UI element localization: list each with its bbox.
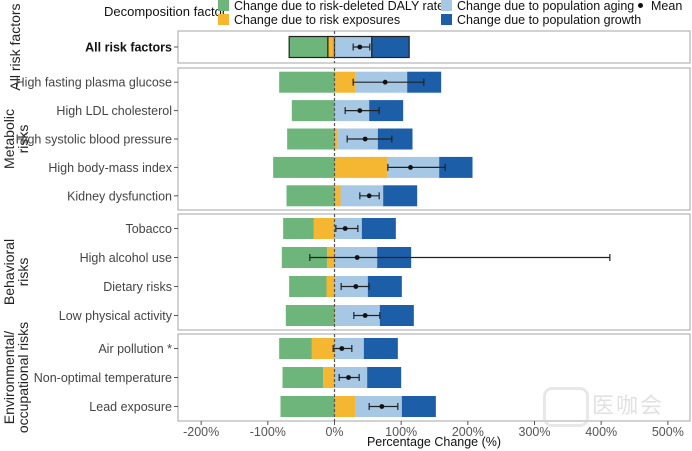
row-label: High LDL cholesterol	[56, 104, 172, 118]
mean-point	[382, 79, 388, 85]
legend-swatch-aging	[441, 0, 452, 11]
x-tick-label: 500%	[652, 425, 684, 439]
bar-segment-exposure	[334, 128, 338, 150]
x-tick-label: 0%	[325, 425, 343, 439]
legend-label-exposure: Change due to risk exposures	[234, 13, 401, 27]
bar-segment-exposure	[334, 156, 388, 178]
bar-segment-growth	[379, 305, 414, 326]
legend-label-mean: Mean	[651, 0, 683, 13]
watermark: 医咖会	[592, 393, 665, 418]
x-tick-label: 400%	[585, 425, 617, 439]
group-strip-label: All risk factors	[7, 3, 23, 90]
legend-item-rate: Change due to risk-deleted DALY rate	[218, 0, 444, 13]
bar-segment-exposure	[334, 71, 356, 93]
bar-segment-rate	[285, 305, 335, 326]
bar-segment-rate	[291, 100, 335, 122]
row-label: All risk factors	[85, 41, 172, 55]
mean-point	[354, 255, 360, 260]
legend-swatch-exposure	[218, 14, 229, 25]
legend-mean-dot-icon	[638, 3, 643, 8]
x-tick-label: 100%	[385, 425, 417, 439]
row-label: Dietary risks	[103, 280, 172, 294]
mean-point	[362, 313, 368, 318]
row-label: High fasting plasma glucose	[16, 76, 172, 90]
bar-segment-exposure	[334, 185, 341, 207]
bar-segment-rate	[289, 276, 327, 297]
group-strip-label: Metabolicrisks	[1, 109, 31, 169]
watermark-logo-icon	[543, 387, 589, 427]
bar-segment-exposure	[326, 276, 335, 297]
bar-segment-growth	[377, 128, 413, 150]
bar-segment-rate	[282, 367, 324, 388]
bar-segment-rate	[273, 156, 335, 178]
bar-segment-exposure	[327, 35, 336, 59]
bar-segment-growth	[401, 396, 436, 417]
mean-point	[353, 284, 359, 289]
x-tick-label: 300%	[519, 425, 551, 439]
legend-item-exposure: Change due to risk exposures	[218, 13, 400, 27]
bar-segment-rate	[286, 185, 335, 207]
group-strip-label: Environmental/occupational risks	[1, 322, 31, 433]
bar-segment-rate	[283, 218, 314, 239]
mean-point	[357, 108, 363, 113]
row-label: Lead exposure	[89, 400, 172, 414]
bar-segment-growth	[439, 156, 473, 178]
mean-point	[366, 193, 372, 199]
bar-segment-growth	[367, 276, 402, 297]
legend: Decomposition factor Change due to risk-…	[0, 0, 692, 28]
row-label: High body-mass index	[48, 161, 172, 175]
bar-segment-growth	[361, 218, 396, 239]
row-label: Non-optimal temperature	[34, 371, 172, 385]
panel-frame	[177, 30, 691, 64]
mean-point	[408, 165, 413, 170]
legend-label-aging: Change due to population aging	[457, 0, 635, 13]
row-label: Tobacco	[125, 222, 172, 236]
bar-segment-rate	[280, 396, 335, 417]
bar-segment-growth	[369, 100, 404, 122]
group-strip-label: Behavioralrisks	[1, 239, 31, 305]
bar-segment-exposure	[334, 396, 356, 417]
legend-item-mean: Mean	[638, 0, 682, 13]
mean-point	[357, 44, 363, 50]
bar-segment-rate	[279, 338, 312, 359]
bar-segment-growth	[363, 338, 398, 359]
legend-item-aging: Change due to population aging	[441, 0, 634, 13]
bar-segment-growth	[367, 367, 402, 388]
legend-title: Decomposition factor	[104, 4, 227, 19]
mean-point	[362, 136, 368, 142]
row-label: Low physical activity	[59, 309, 173, 323]
bar-segment-exposure	[323, 367, 335, 388]
bar-segment-exposure	[311, 338, 335, 359]
x-tick-label: -200%	[183, 425, 219, 439]
row-label: High systolic blood pressure	[16, 133, 172, 147]
bar-segment-rate	[288, 35, 329, 59]
row-label: High alcohol use	[80, 251, 172, 265]
bar-segment-rate	[287, 128, 335, 150]
bar-segment-growth	[383, 185, 418, 207]
mean-point	[379, 404, 385, 409]
legend-swatch-rate	[218, 0, 229, 11]
mean-point	[346, 375, 351, 380]
legend-item-growth: Change due to population growth	[441, 13, 641, 27]
legend-swatch-growth	[441, 14, 452, 25]
legend-label-growth: Change due to population growth	[457, 13, 642, 27]
x-tick-label: -100%	[250, 425, 286, 439]
legend-label-rate: Change due to risk-deleted DALY rate	[234, 0, 445, 13]
row-label: Kidney dysfunction	[67, 189, 172, 203]
bar-segment-rate	[281, 247, 328, 268]
row-label: Air pollution *	[98, 342, 172, 356]
bar-segment-rate	[279, 71, 335, 93]
bar-segment-exposure	[313, 218, 335, 239]
mean-point	[339, 346, 345, 351]
panel-frame	[177, 213, 691, 331]
x-axis-label: Percentage Change (%)	[367, 435, 501, 449]
x-tick-label: 200%	[452, 425, 484, 439]
bar-segment-exposure	[334, 305, 336, 326]
mean-point	[342, 226, 348, 231]
bar-segment-growth	[371, 35, 410, 59]
